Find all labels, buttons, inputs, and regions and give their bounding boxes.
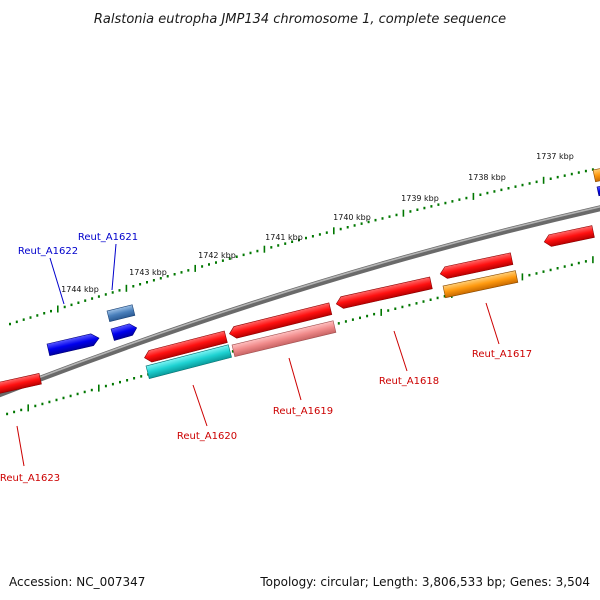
backbone-highlight	[0, 205, 600, 394]
gene-label-reut-a1617[interactable]: Reut_A1617	[472, 349, 532, 360]
gene-label-reut-a1620[interactable]: Reut_A1620	[177, 431, 237, 442]
gene-arrow-reut-a1619[interactable]	[228, 302, 333, 340]
gene-arrow-reut-a1621-cds[interactable]	[106, 304, 136, 323]
gene-labels: Reut_A1622 Reut_A1621 Reut_A1623 Reut_A1…	[0, 232, 532, 484]
gene-label-reut-a1621[interactable]: Reut_A1621	[78, 232, 138, 243]
gene-label-reut-a1619[interactable]: Reut_A1619	[273, 406, 333, 417]
chromosome-backbone	[0, 205, 600, 398]
leader-reut-a1618	[393, 330, 408, 372]
gene-features	[0, 165, 600, 396]
gene-label-reut-a1618[interactable]: Reut_A1618	[379, 376, 439, 387]
gene-arrow-partial-orange[interactable]	[592, 165, 600, 183]
gene-arrow-reut-a1618[interactable]	[335, 276, 433, 310]
gene-arrow-reut-a1617-cds[interactable]	[442, 270, 519, 299]
gene-arrow-reut-a1619-cds[interactable]	[231, 320, 337, 358]
forward-tick-row	[9, 168, 594, 326]
leader-reut-a1620	[192, 384, 208, 427]
leader-reut-a1621	[111, 243, 117, 291]
gene-label-reut-a1623[interactable]: Reut_A1623	[0, 473, 60, 484]
label-leaders	[16, 243, 500, 467]
tick-label: 1744 kbp	[61, 285, 99, 294]
accession-text: Accession: NC_007347	[9, 575, 145, 589]
leader-reut-a1622	[49, 257, 65, 305]
tick-label: 1738 kbp	[468, 173, 506, 182]
leader-reut-a1617	[485, 302, 500, 345]
gene-arrow-reut-a1622[interactable]	[46, 332, 100, 357]
tick-labels: 1744 kbp 1743 kbp 1742 kbp 1741 kbp 1740…	[61, 152, 574, 294]
gene-arrow-reut-a1620-cds[interactable]	[145, 344, 232, 379]
gene-label-reut-a1622[interactable]: Reut_A1622	[18, 246, 78, 257]
tick-label: 1742 kbp	[198, 251, 236, 260]
leader-reut-a1619	[288, 357, 302, 401]
gene-arrow-reut-a1623[interactable]	[0, 372, 42, 396]
tick-label: 1741 kbp	[265, 233, 303, 242]
gene-arrow-reut-a1617[interactable]	[439, 252, 514, 280]
topology-summary: Topology: circular; Length: 3,806,533 bp…	[259, 575, 590, 589]
tick-label: 1737 kbp	[536, 152, 574, 161]
gene-arrow-reut-a1620[interactable]	[143, 330, 228, 364]
map-title: Ralstonia eutropha JMP134 chromosome 1, …	[94, 12, 506, 27]
tick-label: 1740 kbp	[333, 213, 371, 222]
tick-label: 1743 kbp	[129, 268, 167, 277]
leader-reut-a1623	[16, 425, 25, 467]
gene-arrow-reut-a1621[interactable]	[110, 322, 138, 341]
gene-arrow-partial-right[interactable]	[543, 225, 595, 248]
tick-label: 1739 kbp	[401, 194, 439, 203]
